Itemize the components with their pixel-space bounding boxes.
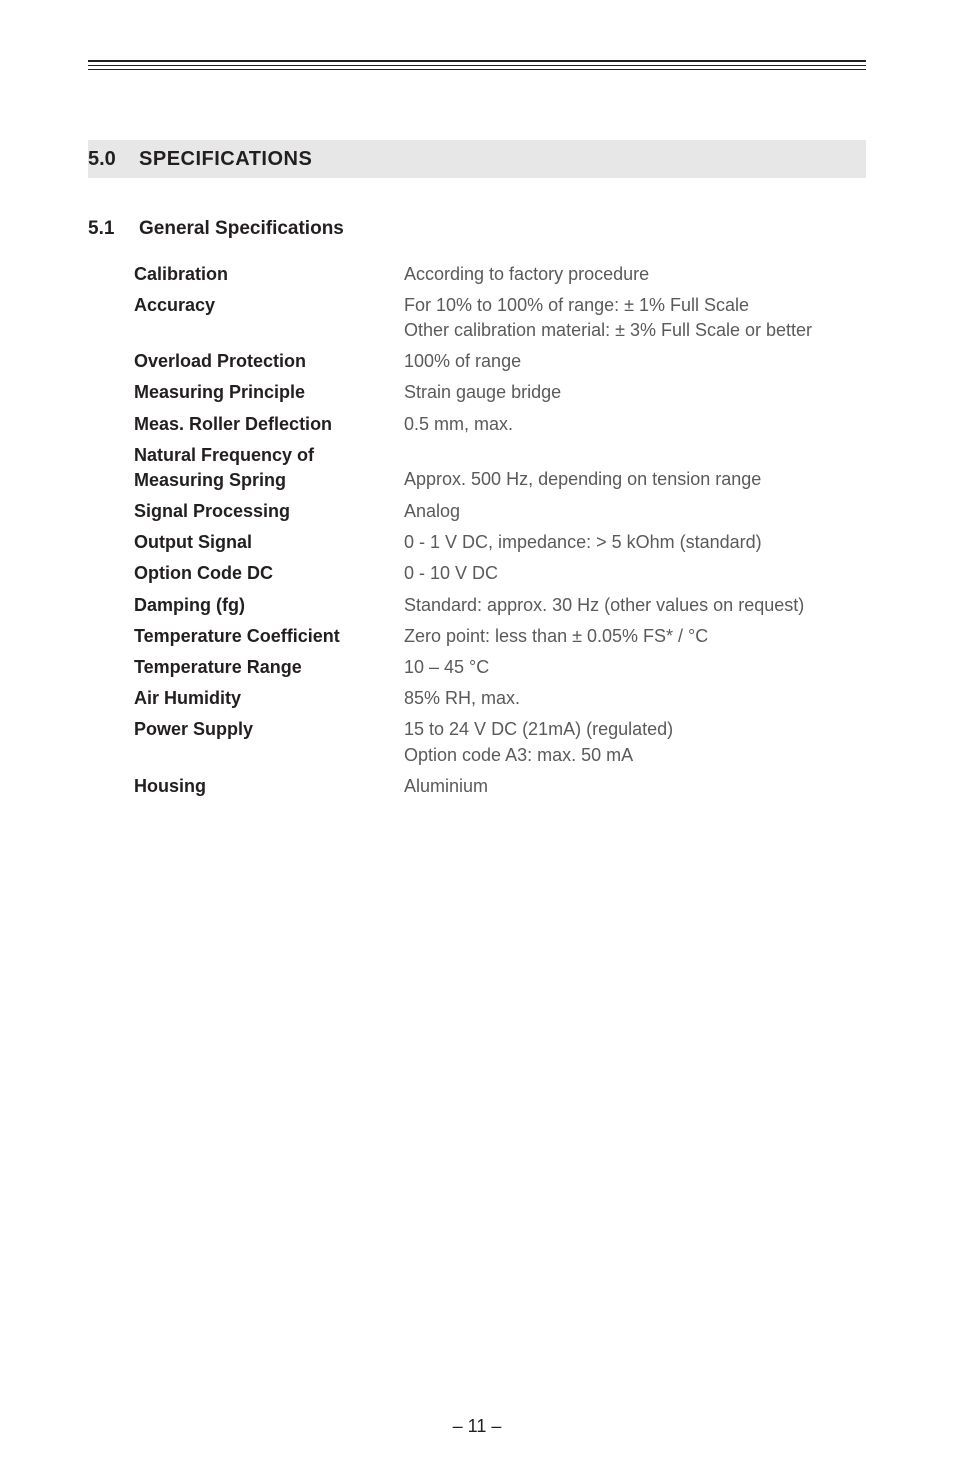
header-rules [88, 60, 866, 70]
spec-value: Standard: approx. 30 Hz (other values on… [404, 590, 866, 621]
spec-value: For 10% to 100% of range: ± 1% Full Scal… [404, 290, 866, 346]
spec-value: 0 - 10 V DC [404, 558, 866, 589]
table-row: HousingAluminium [134, 771, 866, 802]
page-number: – 11 – [0, 1414, 954, 1439]
table-row: Power Supply15 to 24 V DC (21mA) (regula… [134, 714, 866, 770]
spec-value: 15 to 24 V DC (21mA) (regulated)Option c… [404, 714, 866, 770]
spec-label: Housing [134, 771, 404, 802]
section-number: 5.0 [88, 145, 134, 173]
rule-thin-2 [88, 69, 866, 70]
spec-value: 0 - 1 V DC, impedance: > 5 kOhm (standar… [404, 527, 866, 558]
spec-label: Overload Protection [134, 346, 404, 377]
table-row: Natural Frequency ofMeasuring SpringAppr… [134, 440, 866, 496]
section-heading: 5.0 SPECIFICATIONS [88, 140, 866, 178]
spec-value: 100% of range [404, 346, 866, 377]
spec-value: Approx. 500 Hz, depending on tension ran… [404, 440, 866, 496]
spec-label: Accuracy [134, 290, 404, 346]
table-row: Signal ProcessingAnalog [134, 496, 866, 527]
table-row: Meas. Roller Deflection0.5 mm, max. [134, 409, 866, 440]
spec-value: Zero point: less than ± 0.05% FS* / °C [404, 621, 866, 652]
spec-label: Measuring Principle [134, 377, 404, 408]
spec-value: 85% RH, max. [404, 683, 866, 714]
table-row: Temperature Range10 – 45 °C [134, 652, 866, 683]
spec-value: Aluminium [404, 771, 866, 802]
subsection-heading: 5.1 General Specifications [88, 216, 866, 243]
spec-label: Power Supply [134, 714, 404, 770]
table-row: Measuring PrincipleStrain gauge bridge [134, 377, 866, 408]
table-row: AccuracyFor 10% to 100% of range: ± 1% F… [134, 290, 866, 346]
spec-table: CalibrationAccording to factory procedur… [134, 259, 866, 802]
spec-label: Temperature Range [134, 652, 404, 683]
spec-label: Calibration [134, 259, 404, 290]
table-row: Temperature CoefficientZero point: less … [134, 621, 866, 652]
spec-label: Damping (fg) [134, 590, 404, 621]
spec-label: Option Code DC [134, 558, 404, 589]
spec-value: According to factory procedure [404, 259, 866, 290]
table-row: Damping (fg)Standard: approx. 30 Hz (oth… [134, 590, 866, 621]
table-row: Air Humidity85% RH, max. [134, 683, 866, 714]
spec-label: Air Humidity [134, 683, 404, 714]
spec-value: Strain gauge bridge [404, 377, 866, 408]
subsection-title: General Specifications [139, 218, 344, 239]
table-row: CalibrationAccording to factory procedur… [134, 259, 866, 290]
spec-value: 10 – 45 °C [404, 652, 866, 683]
spec-label: Meas. Roller Deflection [134, 409, 404, 440]
table-row: Output Signal0 - 1 V DC, impedance: > 5 … [134, 527, 866, 558]
rule-thin-1 [88, 65, 866, 66]
spec-value: Analog [404, 496, 866, 527]
spec-label: Signal Processing [134, 496, 404, 527]
spec-value: 0.5 mm, max. [404, 409, 866, 440]
spec-label: Natural Frequency ofMeasuring Spring [134, 440, 404, 496]
subsection-number: 5.1 [88, 216, 134, 243]
spec-label: Temperature Coefficient [134, 621, 404, 652]
section-title: SPECIFICATIONS [139, 148, 312, 170]
table-row: Overload Protection100% of range [134, 346, 866, 377]
table-row: Option Code DC0 - 10 V DC [134, 558, 866, 589]
rule-thick [88, 60, 866, 62]
spec-label: Output Signal [134, 527, 404, 558]
